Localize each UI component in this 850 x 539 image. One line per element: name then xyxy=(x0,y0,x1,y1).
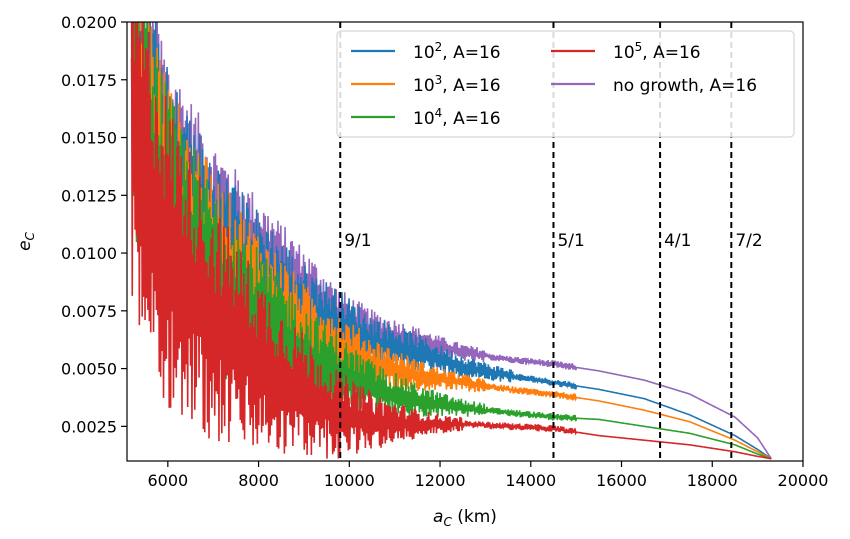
legend-label-2: 103, A=16 xyxy=(413,73,501,96)
x-tick-label-18000: 18000 xyxy=(687,471,738,490)
series-line-1 xyxy=(131,22,772,460)
y-tick-label-6: 0.0175 xyxy=(61,71,117,90)
plot-lines xyxy=(130,22,772,460)
x-axis: 6000 8000 10000 12000 14000 16000 18000 20000 xyxy=(147,461,828,490)
legend: 102, A=16 103, A=16 104, A=16 105, A=16 no g… xyxy=(336,30,795,138)
x-tick-label-6000: 6000 xyxy=(147,471,188,490)
x-tick-label-8000: 8000 xyxy=(238,471,279,490)
series-line-4 xyxy=(130,22,772,460)
y-axis: 0.0025 0.0050 0.0075 0.0100 0.0125 0.0150 0.01… xyxy=(61,13,127,436)
x-axis-label: aC (km) xyxy=(433,507,497,529)
y-tick-label-4: 0.0125 xyxy=(61,186,117,205)
legend-label-5: no growth, A=16 xyxy=(613,76,757,96)
series-line-3 xyxy=(130,22,772,460)
x-tick-label-12000: 12000 xyxy=(415,471,466,490)
resonance-label-3: 4/1 xyxy=(664,231,691,251)
plot-frame xyxy=(126,21,804,462)
resonance-label-1: 9/1 xyxy=(344,231,371,251)
legend-label-4: 105, A=16 xyxy=(613,40,701,63)
resonance-label-2: 5/1 xyxy=(557,231,584,251)
x-tick-label-20000: 20000 xyxy=(778,471,829,490)
x-tick-label-14000: 14000 xyxy=(505,471,556,490)
resonance-label-4: 7/2 xyxy=(735,231,762,251)
series-line-5 xyxy=(131,22,772,460)
x-tick-label-10000: 10000 xyxy=(324,471,375,490)
y-tick-label-3: 0.0100 xyxy=(61,244,117,263)
y-tick-label-1: 0.0050 xyxy=(61,360,117,379)
y-tick-label-7: 0.0200 xyxy=(61,13,117,32)
x-tick-label-16000: 16000 xyxy=(596,471,647,490)
legend-label-3: 104, A=16 xyxy=(413,106,501,129)
legend-label-1: 102, A=16 xyxy=(413,40,501,63)
y-axis-label: eC xyxy=(15,231,37,250)
y-tick-label-5: 0.0150 xyxy=(61,129,117,148)
y-tick-label-2: 0.0075 xyxy=(61,302,117,321)
y-tick-label-0: 0.0025 xyxy=(61,417,117,436)
